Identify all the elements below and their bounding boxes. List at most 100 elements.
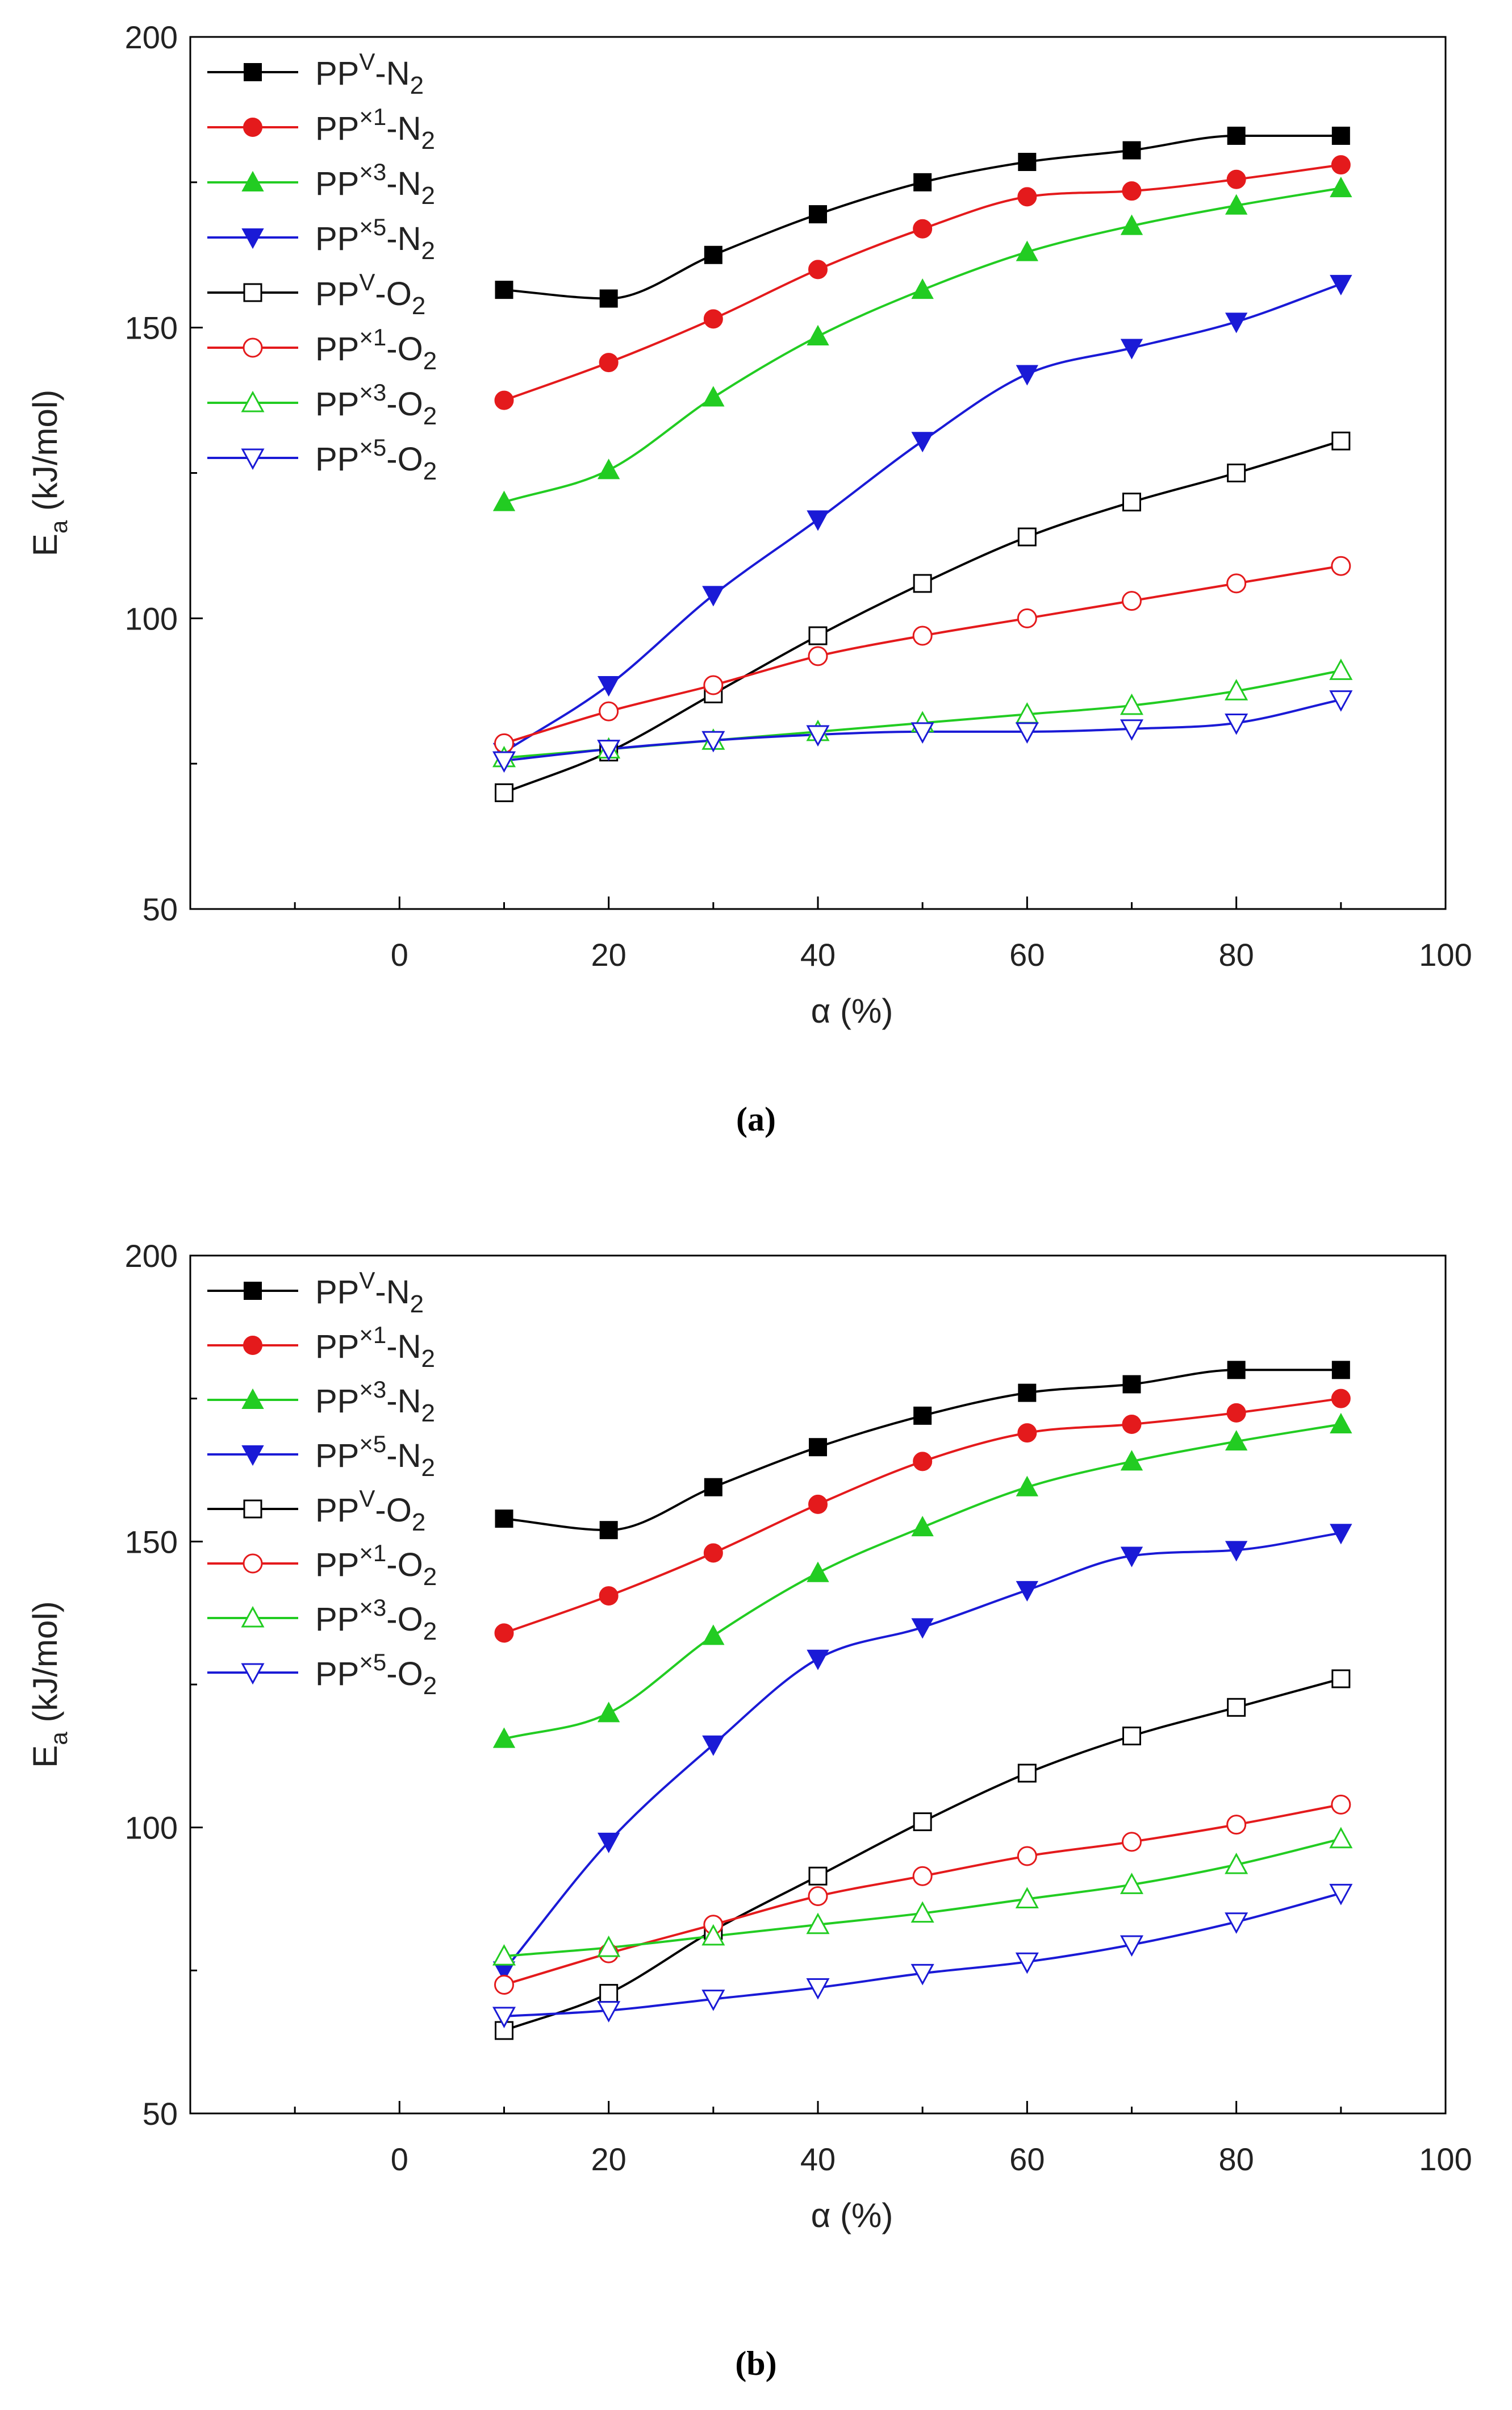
legend-entry: PPV-N2 bbox=[207, 48, 424, 99]
data-point-PPx5-N2 bbox=[1330, 1524, 1352, 1545]
x-tick-label: 20 bbox=[591, 2141, 626, 2177]
data-point-PPx3-N2 bbox=[807, 324, 829, 346]
chart-panel-a: 0 20 40 60 80 100 50 100 150 200 α (%) Ea (kJ/mol) P… bbox=[26, 19, 1472, 1138]
data-point-PPx1-O2 bbox=[1017, 1846, 1037, 1866]
data-point-PPx1-N2 bbox=[494, 390, 514, 410]
legend-label: PP×3-O2 bbox=[315, 1594, 437, 1645]
x-tick-label: 0 bbox=[391, 937, 408, 973]
legend-label: PPV-O2 bbox=[315, 269, 425, 320]
data-point-PPx5-N2 bbox=[1120, 1546, 1143, 1567]
legend-label: PP×5-N2 bbox=[315, 1431, 435, 1482]
legend-entry: PP×1-O2 bbox=[207, 1540, 437, 1591]
data-point-PPx5-O2 bbox=[1120, 1935, 1144, 1957]
data-point-PPx1-O2 bbox=[1226, 1815, 1247, 1835]
legend-entry: PP×3-N2 bbox=[207, 159, 435, 210]
data-point-PPx5-N2 bbox=[1225, 312, 1248, 333]
data-point-PPx1-N2 bbox=[1122, 181, 1142, 201]
data-point-PPV-N2 bbox=[809, 205, 827, 224]
data-point-PPx3-O2 bbox=[701, 1924, 725, 1946]
legend-marker bbox=[243, 1499, 262, 1519]
legend-marker bbox=[241, 1445, 264, 1466]
legend-entry: PP×5-O2 bbox=[207, 1649, 437, 1700]
data-point-PPx5-O2 bbox=[492, 2007, 516, 2028]
data-point-PPx3-N2 bbox=[702, 1624, 725, 1645]
data-point-PPV-N2 bbox=[1122, 141, 1141, 160]
data-point-PPx1-N2 bbox=[599, 353, 619, 373]
data-point-PPx3-N2 bbox=[1016, 1475, 1039, 1496]
data-point-PPx1-N2 bbox=[703, 309, 723, 329]
legend-marker bbox=[244, 1282, 262, 1300]
data-point-PPx1-N2 bbox=[1122, 1414, 1142, 1434]
data-point-PPV-N2 bbox=[1018, 1383, 1037, 1402]
data-point-PPx5-O2 bbox=[1015, 722, 1039, 744]
data-point-PPx5-O2 bbox=[597, 740, 621, 761]
data-point-PPx1-O2 bbox=[808, 1886, 828, 1906]
data-point-PPx3-N2 bbox=[492, 1727, 516, 1748]
data-point-PPV-O2 bbox=[1227, 464, 1246, 482]
data-point-PPx3-N2 bbox=[597, 458, 620, 480]
data-point-PPx1-N2 bbox=[703, 1543, 723, 1563]
data-point-PPV-N2 bbox=[1227, 126, 1246, 145]
data-point-PPV-N2 bbox=[1331, 126, 1350, 145]
data-point-PPx3-N2 bbox=[597, 1702, 620, 1723]
data-point-PPx5-N2 bbox=[1016, 365, 1039, 386]
data-point-PPx5-O2 bbox=[701, 1990, 725, 2011]
data-point-PPx5-O2 bbox=[910, 722, 934, 744]
data-point-PPV-O2 bbox=[808, 626, 828, 645]
data-point-PPV-N2 bbox=[704, 245, 722, 264]
data-point-PPV-O2 bbox=[495, 783, 513, 802]
legend-label: PP×3-O2 bbox=[315, 379, 437, 430]
data-point-PPx3-O2 bbox=[597, 1935, 621, 1957]
legend-label: PP×5-O2 bbox=[315, 434, 437, 485]
data-point-PPx1-N2 bbox=[808, 260, 828, 280]
data-point-PPx5-O2 bbox=[1329, 690, 1353, 712]
data-point-PPV-N2 bbox=[913, 173, 932, 191]
panel-caption: (a) bbox=[736, 1100, 776, 1138]
data-point-PPV-N2 bbox=[1122, 1375, 1141, 1394]
data-point-PPx5-N2 bbox=[1225, 1541, 1248, 1562]
legend-entry: PPV-O2 bbox=[207, 1485, 425, 1536]
data-point-PPx5-O2 bbox=[701, 731, 725, 753]
data-point-PPx3-N2 bbox=[492, 490, 516, 511]
data-point-PPx1-N2 bbox=[1331, 155, 1351, 175]
data-point-PPx5-N2 bbox=[597, 676, 620, 697]
data-point-PPx3-N2 bbox=[1120, 214, 1143, 235]
legend-label: PP×3-N2 bbox=[315, 159, 435, 210]
data-point-PPV-N2 bbox=[599, 1521, 618, 1540]
legend-label: PP×3-N2 bbox=[315, 1376, 435, 1427]
legend-marker bbox=[241, 170, 264, 191]
legend-label: PP×1-N2 bbox=[315, 103, 435, 155]
x-tick-label: 40 bbox=[800, 937, 836, 973]
data-point-PPV-N2 bbox=[913, 1406, 932, 1425]
data-point-PPx3-O2 bbox=[1225, 679, 1248, 701]
data-point-PPx1-O2 bbox=[494, 1975, 514, 1995]
legend-marker bbox=[243, 1553, 263, 1574]
legend-label: PP×5-O2 bbox=[315, 1649, 437, 1700]
legend-label: PP×5-N2 bbox=[315, 214, 435, 265]
x-axis-label: α (%) bbox=[811, 992, 893, 1030]
legend-marker bbox=[243, 337, 263, 358]
data-point-PPx1-O2 bbox=[1122, 591, 1142, 611]
data-point-PPx5-O2 bbox=[597, 2001, 621, 2023]
data-point-PPV-N2 bbox=[1331, 1361, 1350, 1379]
data-point-PPx3-N2 bbox=[702, 386, 725, 407]
data-point-PPV-N2 bbox=[495, 281, 513, 299]
data-point-PPx5-N2 bbox=[911, 432, 934, 453]
data-point-PPV-N2 bbox=[599, 289, 618, 308]
legend-label: PP×1-O2 bbox=[315, 324, 437, 375]
x-tick-label: 0 bbox=[391, 2141, 408, 2177]
data-point-PPx3-N2 bbox=[807, 1561, 829, 1582]
data-point-PPV-O2 bbox=[913, 1812, 932, 1832]
y-tick-label: 100 bbox=[125, 1810, 178, 1846]
data-point-PPx1-N2 bbox=[1017, 187, 1037, 207]
data-point-PPx5-O2 bbox=[806, 725, 830, 747]
legend-label: PPV-O2 bbox=[315, 1485, 425, 1536]
data-point-PPx5-O2 bbox=[1120, 719, 1144, 741]
chart-panel-b: 0 20 40 60 80 100 50 100 150 200 α (%) Ea (kJ/mol) P… bbox=[26, 1238, 1472, 2382]
legend-entry: PP×1-N2 bbox=[207, 103, 435, 155]
data-point-PPx1-O2 bbox=[703, 675, 724, 695]
data-point-PPx5-N2 bbox=[597, 1832, 620, 1853]
data-point-PPV-O2 bbox=[913, 574, 932, 593]
y-tick-label: 200 bbox=[125, 1238, 178, 1274]
